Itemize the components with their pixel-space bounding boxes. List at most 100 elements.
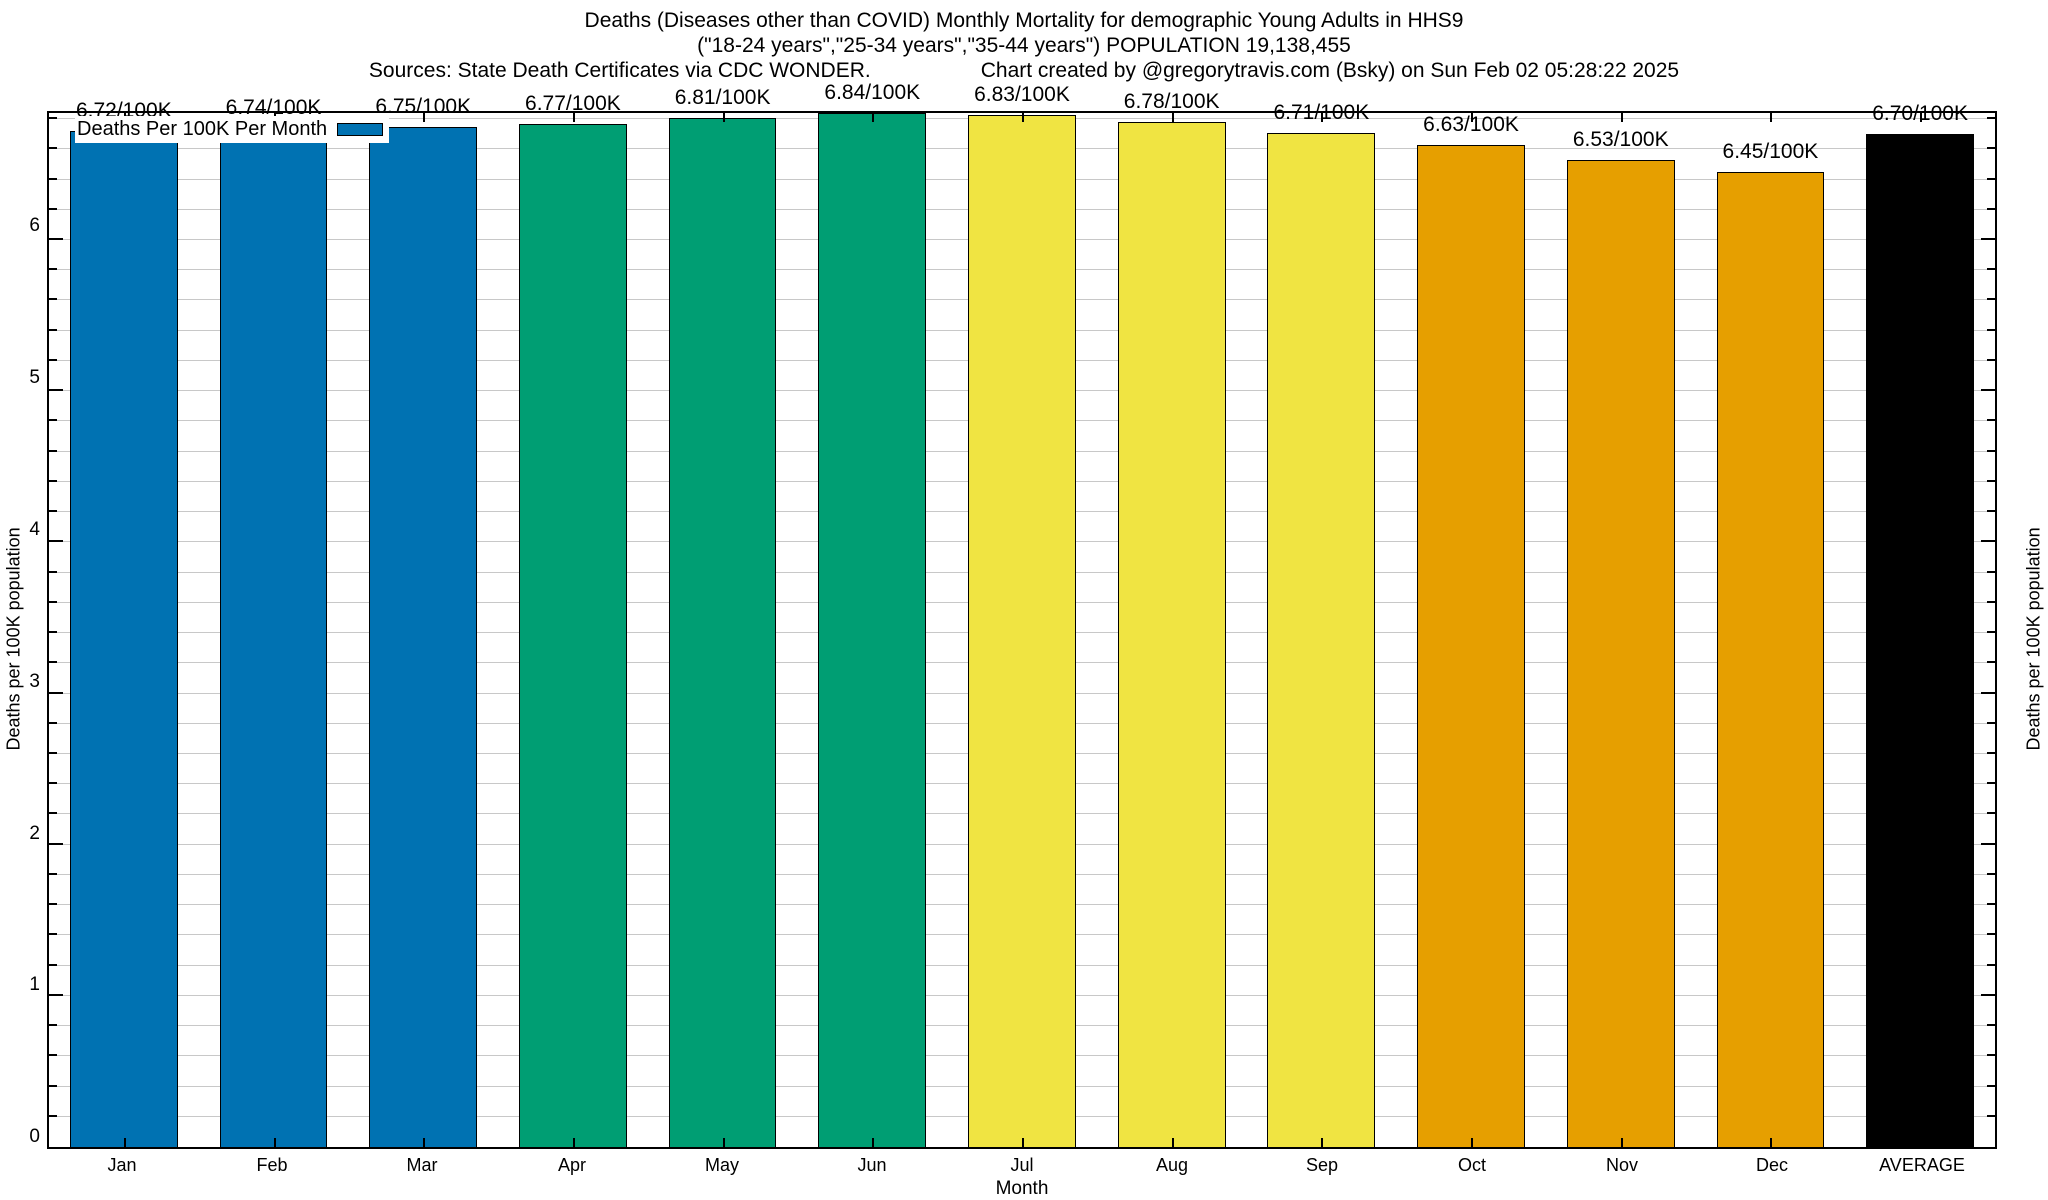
right-axis-tick — [1981, 389, 1995, 392]
bottom-category-tick — [1770, 1138, 1773, 1147]
right-axis-tick — [1987, 933, 1995, 936]
left-axis-tick — [49, 358, 57, 361]
plot-area: 6.72/100K 6.74/100K 6.75/100K 6.77/100K 6.81… — [47, 81, 1997, 1149]
x-tick-label-mar: Mar — [406, 1155, 438, 1175]
top-category-tick — [1620, 113, 1623, 122]
right-axis-tick — [1987, 963, 1995, 966]
y-tick-label-3: 3 — [29, 670, 40, 692]
y-tick-label-1: 1 — [29, 974, 40, 996]
left-axis-tick — [49, 1114, 57, 1117]
right-axis-tick — [1987, 721, 1995, 724]
top-category-tick — [872, 113, 875, 122]
bar-value-label: 6.83/100K — [974, 82, 1070, 106]
left-axis-tick — [49, 721, 57, 724]
chart-header: Deaths (Diseases other than COVID) Month… — [0, 8, 2048, 83]
right-axis-tick — [1987, 479, 1995, 482]
bar-value-label: 6.53/100K — [1572, 127, 1669, 151]
legend-label: Deaths Per 100K Per Month — [77, 118, 328, 140]
bar-mar — [369, 126, 478, 1147]
bar-value-label: 6.84/100K — [824, 81, 921, 104]
y-tick-label-2: 2 — [29, 822, 40, 844]
right-axis-tick — [1987, 117, 1995, 120]
top-category-tick — [1770, 113, 1773, 122]
left-axis-tick — [49, 600, 57, 603]
bar-value-label: 6.75/100K — [375, 94, 472, 118]
bar-slot-jun: 6.84/100K — [797, 81, 947, 1147]
chart-sources: Sources: State Death Certificates via CD… — [368, 59, 871, 82]
left-axis-tick — [49, 691, 63, 694]
top-category-tick — [1920, 113, 1923, 122]
left-axis-tick — [49, 147, 57, 150]
top-category-tick — [1321, 113, 1324, 122]
left-axis-tick — [49, 842, 63, 845]
y-tick-label-6: 6 — [29, 215, 40, 237]
y-axis-title-right: Deaths per 100K population — [2023, 527, 2044, 751]
bar-may — [668, 117, 777, 1147]
bottom-category-tick — [1171, 1138, 1174, 1147]
y-tick-label-4: 4 — [29, 518, 40, 540]
left-axis-tick — [49, 872, 57, 875]
x-tick-label-jan: Jan — [107, 1155, 137, 1175]
bar-oct — [1417, 144, 1525, 1147]
x-tick-label-oct: Oct — [1457, 1155, 1486, 1175]
left-axis-tick — [49, 389, 63, 392]
right-axis-tick — [1987, 631, 1995, 634]
x-tick-label-average: AVERAGE — [1879, 1155, 1965, 1175]
bar-slot-apr: 6.77/100K — [498, 92, 648, 1147]
right-axis-tick — [1987, 600, 1995, 603]
left-axis-tick — [49, 207, 57, 210]
right-axis-tick — [1987, 872, 1995, 875]
right-axis-tick — [1987, 903, 1995, 906]
bar-apr — [519, 123, 627, 1147]
left-axis-tick — [49, 782, 57, 785]
bar-average — [1866, 134, 1974, 1147]
bar-slot-jul: 6.83/100K — [947, 83, 1097, 1147]
bar-slot-feb: 6.74/100K — [199, 96, 349, 1147]
bar-slot-dec: 6.45/100K — [1696, 113, 1846, 1147]
legend-swatch-icon — [337, 123, 384, 136]
right-axis-tick — [1987, 268, 1995, 271]
left-axis-tick — [49, 449, 57, 452]
chart-title-line3: Sources: State Death Certificates via CD… — [0, 58, 2048, 83]
right-axis-tick — [1981, 237, 1995, 240]
bottom-category-tick — [1920, 1138, 1923, 1147]
x-tick-label-feb: Feb — [256, 1155, 288, 1175]
bottom-category-tick — [273, 1138, 276, 1147]
left-axis-tick — [49, 661, 57, 664]
bar-value-label: 6.71/100K — [1273, 100, 1370, 124]
bottom-category-tick — [423, 1138, 426, 1147]
left-axis-tick — [49, 328, 57, 331]
y-tick-label-5: 5 — [29, 367, 40, 389]
right-axis-tick — [1987, 751, 1995, 754]
right-axis-tick — [1987, 207, 1995, 210]
bottom-category-tick — [1321, 1138, 1324, 1147]
bottom-category-tick — [872, 1138, 875, 1147]
x-tick-label-apr: Apr — [557, 1155, 586, 1175]
bars-container: 6.72/100K 6.74/100K 6.75/100K 6.77/100K 6.81… — [49, 81, 1995, 1147]
bar-value-label: 6.81/100K — [674, 85, 771, 109]
bar-nov — [1566, 159, 1675, 1147]
x-axis-tick-labels: Jan Feb Mar Apr May Jun Jul Aug Sep Oct Nov Dec AVER… — [47, 1155, 1997, 1176]
right-axis-tick — [1987, 1024, 1995, 1027]
bar-value-label: 6.78/100K — [1123, 90, 1220, 114]
x-axis-title: Month — [995, 1178, 1049, 1199]
bar-slot-average: 6.70/100K — [1845, 102, 1995, 1147]
right-axis-tick — [1981, 993, 1995, 996]
left-axis-tick — [49, 631, 57, 634]
left-axis-tick — [49, 812, 57, 815]
top-category-tick — [722, 113, 725, 122]
left-axis-tick — [49, 419, 57, 422]
x-tick-label-aug: Aug — [1155, 1155, 1189, 1175]
bar-jun — [818, 113, 927, 1147]
left-axis-tick — [49, 117, 57, 120]
x-tick-label-jul: Jul — [1010, 1155, 1034, 1175]
right-axis-tick — [1987, 661, 1995, 664]
bar-sep — [1267, 132, 1376, 1147]
left-axis-tick — [49, 1084, 57, 1087]
top-category-tick — [423, 113, 426, 122]
right-axis-tick — [1987, 570, 1995, 573]
top-category-tick — [572, 113, 575, 122]
right-axis-tick — [1987, 328, 1995, 331]
bar-feb — [219, 128, 328, 1147]
bar-slot-mar: 6.75/100K — [348, 95, 498, 1147]
